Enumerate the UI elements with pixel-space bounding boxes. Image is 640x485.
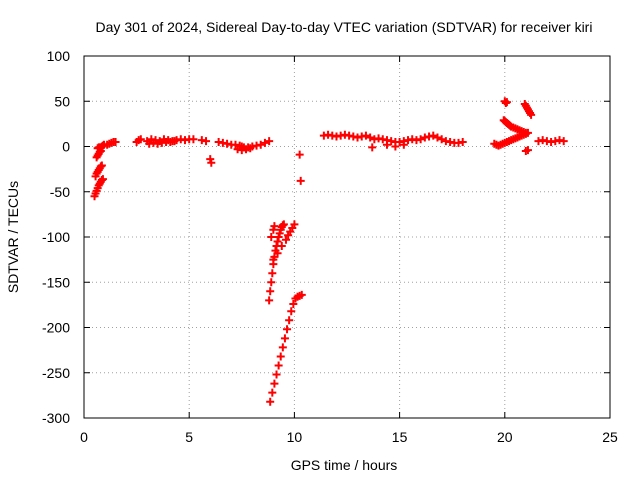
- data-series: [295, 150, 305, 185]
- data-series: [214, 137, 274, 155]
- data-point: [246, 144, 255, 153]
- data-series: [90, 137, 120, 201]
- data-point: [260, 138, 269, 147]
- y-tick-label: -250: [42, 365, 70, 381]
- data-point: [429, 131, 438, 140]
- data-point: [265, 137, 274, 146]
- data-point: [273, 237, 282, 246]
- data-point: [98, 175, 107, 184]
- data-point: [268, 269, 277, 278]
- grid-layer: [84, 56, 610, 418]
- data-point: [277, 242, 286, 251]
- data-point: [295, 150, 304, 159]
- tick-layer: 0 5 10 15 20 25 -300 -250 -200 -150 -100 -50 0 50 100: [42, 48, 618, 445]
- data-point: [278, 343, 287, 352]
- data-series: [132, 135, 211, 148]
- y-tick-label: 0: [62, 139, 70, 155]
- data-point: [297, 290, 306, 299]
- data-point: [285, 316, 294, 325]
- data-point: [280, 334, 289, 343]
- data-series: [500, 97, 511, 108]
- data-point: [391, 142, 400, 151]
- data-point: [267, 278, 276, 287]
- data-point: [368, 143, 377, 152]
- data-point: [521, 128, 530, 137]
- data-point: [269, 255, 278, 264]
- data-point: [265, 296, 274, 305]
- y-tick-label: -200: [42, 320, 70, 336]
- data-point: [416, 135, 425, 144]
- data-point: [433, 133, 442, 142]
- data-series: [521, 146, 532, 156]
- data-point: [276, 352, 285, 361]
- data-point: [266, 287, 275, 296]
- data-series: [534, 136, 568, 146]
- data-point: [267, 233, 276, 241]
- data-point: [523, 146, 532, 155]
- x-axis-label: GPS time / hours: [291, 457, 398, 473]
- data-point: [399, 140, 408, 149]
- data-series: [319, 130, 467, 147]
- data-series: [368, 140, 408, 152]
- data-point: [202, 137, 211, 146]
- data-point: [274, 361, 283, 370]
- chart-title: Day 301 of 2024, Sidereal Day-to-day VTE…: [96, 19, 593, 35]
- data-point: [268, 388, 277, 397]
- data-layer: [90, 97, 568, 406]
- y-tick-label: -300: [42, 410, 70, 426]
- data-point: [296, 176, 305, 185]
- x-tick-label: 10: [287, 429, 303, 445]
- y-axis-label: SDTVAR / TECUs: [5, 181, 21, 293]
- data-point: [559, 137, 568, 146]
- data-point: [527, 110, 536, 119]
- data-series: [266, 290, 306, 406]
- y-tick-label: 100: [47, 48, 71, 64]
- data-point: [207, 158, 216, 167]
- data-point: [281, 235, 290, 244]
- x-tick-label: 0: [80, 429, 88, 445]
- data-series: [206, 155, 216, 167]
- data-point: [189, 135, 198, 144]
- data-point: [437, 135, 446, 144]
- data-point: [382, 140, 391, 149]
- data-point: [361, 131, 370, 140]
- data-point: [266, 397, 275, 406]
- data-point: [270, 379, 279, 388]
- data-point: [290, 220, 299, 229]
- x-tick-label: 15: [392, 429, 408, 445]
- data-point: [111, 137, 120, 146]
- data-point: [170, 137, 179, 146]
- data-point: [279, 220, 288, 229]
- data-point: [289, 299, 298, 308]
- data-series: [499, 116, 530, 137]
- data-point: [458, 137, 467, 146]
- data-point: [256, 140, 265, 149]
- x-tick-label: 25: [602, 429, 618, 445]
- y-tick-label: -100: [42, 229, 70, 245]
- data-series: [269, 220, 299, 264]
- x-tick-label: 20: [497, 429, 513, 445]
- data-point: [270, 222, 279, 231]
- data-point: [283, 325, 292, 334]
- data-point: [287, 307, 296, 316]
- data-point: [272, 370, 281, 379]
- data-series: [520, 99, 536, 119]
- data-point: [273, 249, 282, 258]
- data-point: [136, 135, 145, 144]
- data-series: [267, 222, 279, 241]
- y-tick-label: -50: [50, 184, 70, 200]
- data-series: [265, 220, 288, 305]
- data-point: [97, 161, 106, 170]
- y-tick-label: -150: [42, 274, 70, 290]
- y-tick-label: 50: [54, 93, 70, 109]
- data-point: [366, 133, 375, 142]
- data-point: [502, 98, 511, 107]
- x-tick-label: 5: [185, 429, 193, 445]
